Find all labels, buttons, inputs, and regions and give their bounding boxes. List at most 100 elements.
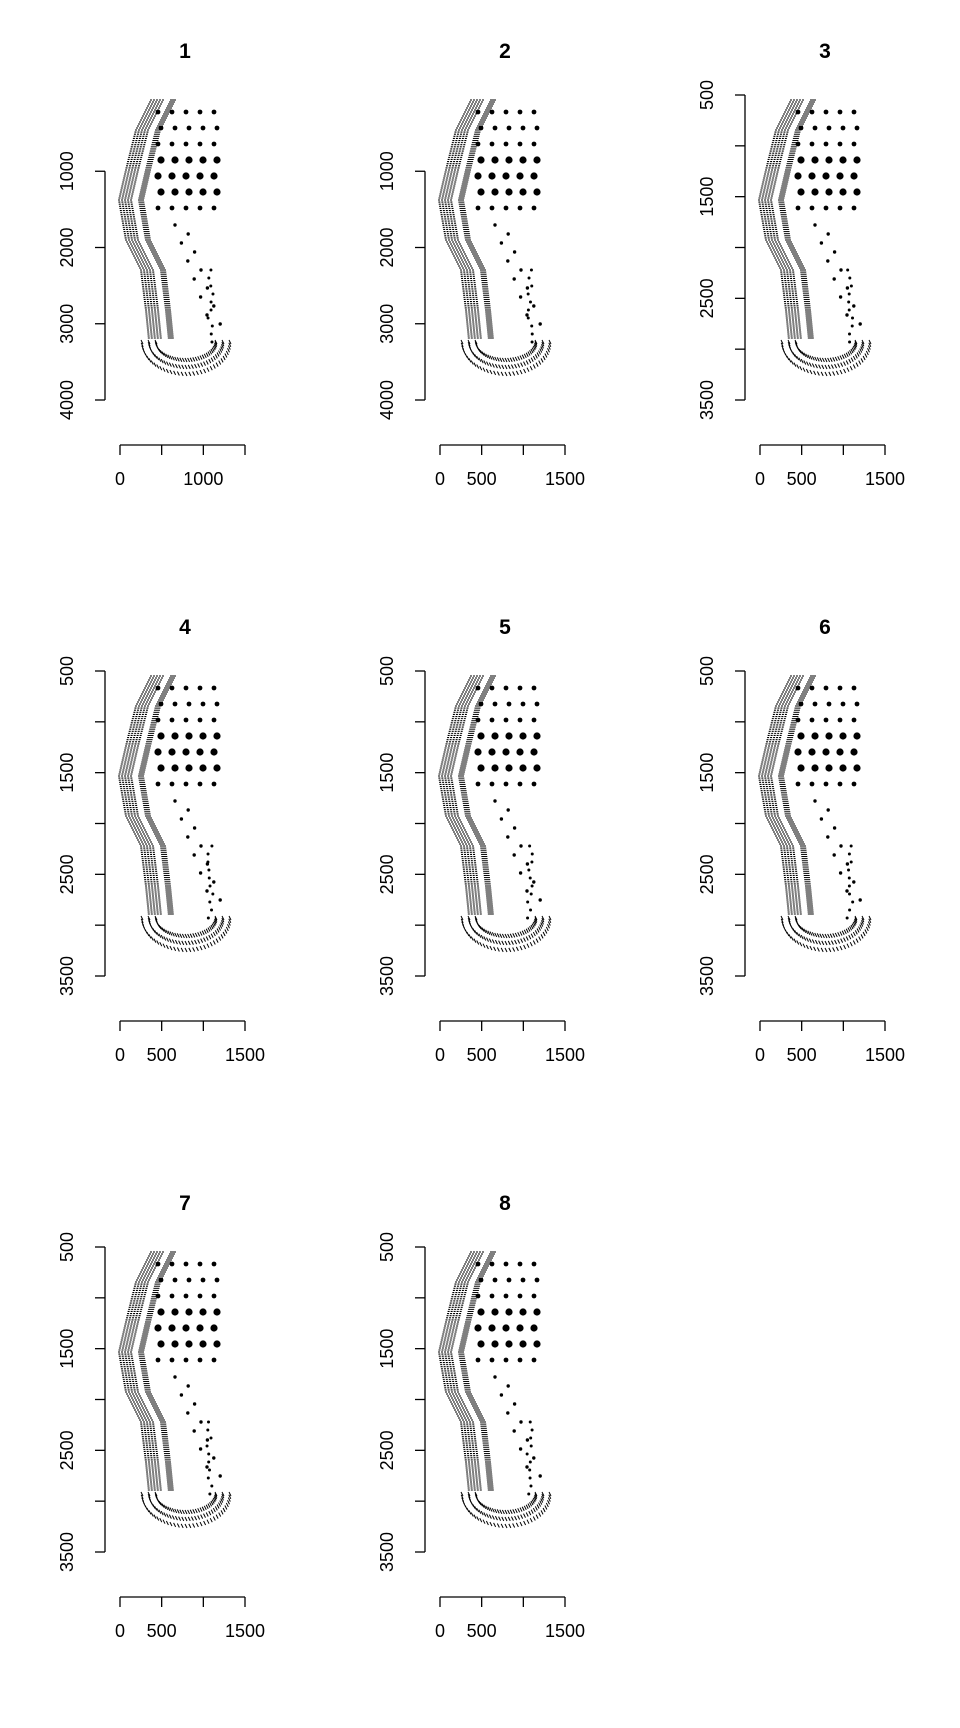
heel-hatch-mark: [868, 339, 872, 345]
forefoot-dot: [506, 1277, 512, 1283]
forefoot-dot: [475, 109, 481, 115]
heel-hatch-mark: [212, 931, 216, 937]
forefoot-dot: [211, 205, 217, 211]
heel-hatch-mark: [867, 924, 870, 929]
heel-hatch-mark: [780, 339, 784, 345]
panel-6: 6 0 500 1500 500 1500 2500 3500: [697, 616, 905, 1065]
heel-hatch-mark: [195, 370, 199, 376]
heel-hatch-mark: [529, 1502, 533, 1507]
heel-hatch-mark: [501, 1509, 505, 1515]
heel-hatch-mark: [541, 917, 545, 923]
heel-hatch-mark: [837, 363, 841, 368]
y-tick-label: 3000: [57, 304, 77, 344]
heel-hatch-mark: [540, 346, 544, 351]
heel-hatch-mark: [205, 936, 209, 941]
heel-hatch-mark: [221, 917, 225, 923]
forefoot-dot: [505, 1308, 513, 1316]
forefoot-dot: [169, 109, 175, 115]
forefoot-dot: [825, 764, 833, 772]
heel-hatch-mark: [220, 920, 224, 925]
midfoot-dot: [179, 817, 184, 821]
forefoot-dot: [199, 1308, 207, 1316]
heel-hatch-mark: [470, 1512, 474, 1517]
forefoot-dot: [488, 1324, 496, 1332]
forefoot-dot: [199, 188, 207, 196]
heel-hatch-mark: [206, 1519, 210, 1524]
forefoot-dot: [519, 1340, 527, 1348]
forefoot-dot: [169, 141, 175, 147]
heel-hatch-mark: [534, 354, 538, 359]
y-tick-label: 1000: [377, 151, 397, 191]
heel-hatch-mark: [474, 341, 478, 346]
heel-hatch-mark: [178, 1516, 182, 1521]
heel-hatch-mark: [474, 354, 478, 359]
midfoot-dot: [205, 1465, 209, 1469]
forefoot-dot: [811, 764, 819, 772]
forefoot-dot: [186, 1277, 192, 1283]
forefoot-dot: [853, 732, 861, 740]
heel-hatch-mark: [508, 1523, 512, 1529]
heel-hatch-mark: [814, 932, 818, 938]
heel-hatch-mark: [540, 1510, 544, 1515]
heel-hatch-mark: [489, 369, 493, 375]
edge-dot: [846, 268, 850, 272]
heel-hatch-mark: [527, 927, 531, 932]
heel-hatch-mark: [194, 356, 198, 362]
heel-hatch-mark: [197, 356, 201, 361]
heel-hatch-mark: [154, 930, 158, 935]
heel-hatch-mark: [200, 362, 204, 367]
heel-hatch-mark: [548, 1494, 552, 1500]
heel-hatch-mark: [806, 361, 809, 366]
heel-hatch-mark: [468, 1510, 472, 1515]
heel-hatch-mark: [512, 371, 516, 376]
forefoot-dot: [183, 109, 189, 115]
heel-hatch-mark: [803, 360, 807, 365]
heel-hatch-mark: [540, 358, 544, 363]
heel-hatch-mark: [534, 1494, 537, 1500]
forefoot-dot: [506, 701, 512, 707]
forefoot-dot: [477, 188, 485, 196]
forefoot-dot: [531, 781, 537, 787]
heel-hatch-mark: [192, 357, 196, 362]
heel-hatch-mark: [483, 1504, 487, 1509]
edge-dot: [851, 900, 855, 904]
forefoot-dot: [171, 1308, 179, 1316]
midfoot-dot: [512, 853, 516, 857]
forefoot-dot: [478, 701, 484, 707]
heel-hatch-mark: [467, 341, 471, 347]
heel-hatch-mark: [203, 1520, 207, 1526]
heel-hatch-mark: [798, 357, 802, 362]
heel-hatch-mark: [816, 371, 820, 376]
forefoot-dot: [519, 188, 527, 196]
heel-hatch-mark: [509, 1509, 513, 1514]
forefoot-dot: [155, 1357, 161, 1363]
heel-hatch-mark: [480, 1510, 484, 1516]
edge-dot: [210, 844, 214, 848]
heel-hatch-mark: [819, 357, 823, 362]
shoe-print: [118, 675, 232, 953]
heel-hatch-mark: [794, 339, 798, 345]
heel-hatch-mark: [834, 932, 838, 938]
midfoot-dot: [499, 241, 504, 245]
heel-hatch-mark: [827, 357, 831, 363]
heel-hatch-mark: [865, 350, 869, 356]
heel-hatch-mark: [225, 926, 229, 932]
heel-hatch-mark: [181, 1516, 185, 1522]
heel-hatch-mark: [847, 351, 851, 356]
heel-hatch-mark: [221, 1493, 225, 1499]
heel-hatch-mark: [199, 355, 203, 360]
heel-hatch-mark: [210, 933, 214, 938]
midfoot-dot: [199, 844, 203, 848]
forefoot-dot: [531, 1261, 537, 1267]
forefoot-dot: [837, 141, 843, 147]
midfoot-dot: [813, 223, 817, 227]
heel-hatch-mark: [169, 1507, 173, 1512]
heel-hatch-mark: [529, 365, 533, 371]
forefoot-dot: [491, 1308, 499, 1316]
forefoot-dot: [517, 141, 523, 147]
heel-hatch-mark: [148, 1496, 152, 1501]
midfoot-dot: [525, 313, 529, 317]
heel-hatch-mark: [228, 342, 232, 348]
forefoot-dot: [183, 717, 189, 723]
